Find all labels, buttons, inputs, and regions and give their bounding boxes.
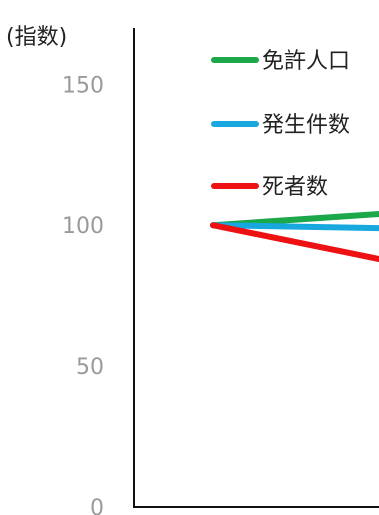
y-tick-label: 0 (90, 496, 104, 515)
y-tick-label: 150 (62, 73, 104, 98)
series-line-2 (210, 222, 379, 262)
y-tick-label: 50 (76, 355, 104, 380)
y-tick-label: 100 (62, 214, 104, 239)
series-lines (210, 211, 379, 262)
legend-label-2: 死者数 (262, 175, 328, 200)
y-axis-ticks: 0 50 100 150 (62, 73, 104, 515)
legend-label-0: 免許人口 (262, 49, 350, 74)
series-line-1 (210, 222, 379, 232)
y-axis-unit-label: (指数) (6, 25, 67, 50)
legend-label-1: 発生件数 (262, 113, 350, 138)
